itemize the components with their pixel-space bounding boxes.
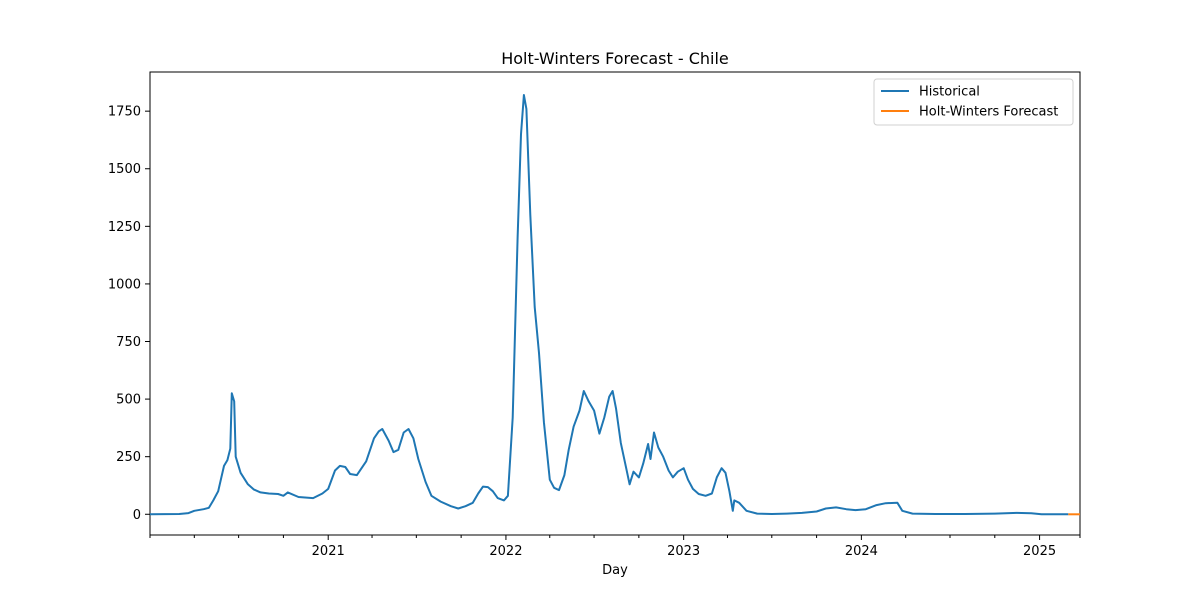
y-tick-label: 250 <box>116 450 141 465</box>
legend-entry: Holt-Winters Forecast <box>919 105 1058 120</box>
x-tick-label: 2025 <box>1023 544 1056 559</box>
plot-frame <box>149 71 1081 536</box>
y-tick-label: 0 <box>133 508 141 523</box>
y-tick-label: 500 <box>116 393 141 408</box>
series-line-historical <box>149 94 1069 516</box>
x-axis: 2021 2022 2023 2024 2025 <box>149 535 1081 559</box>
legend-box <box>873 78 1074 126</box>
plot-area <box>149 71 1081 536</box>
x-tick-label: 2022 <box>489 544 522 559</box>
x-tick-label: 2024 <box>845 544 878 559</box>
y-tick-label: 1000 <box>108 277 141 292</box>
y-tick-label: 1250 <box>108 220 141 235</box>
y-tick-label: 750 <box>116 335 141 350</box>
y-axis: 0 250 500 750 1000 1250 1500 1750 <box>108 105 150 523</box>
x-tick-label: 2023 <box>667 544 700 559</box>
y-tick-label: 1750 <box>108 105 141 120</box>
legend-entry: Historical <box>919 85 980 100</box>
chart-title: Holt-Winters Forecast - Chile <box>501 49 729 68</box>
x-axis-label: Day <box>602 563 628 578</box>
series-layer <box>149 94 1080 516</box>
x-tick-label: 2021 <box>312 544 345 559</box>
legend: Historical Holt-Winters Forecast <box>873 78 1074 126</box>
y-tick-label: 1500 <box>108 162 141 177</box>
